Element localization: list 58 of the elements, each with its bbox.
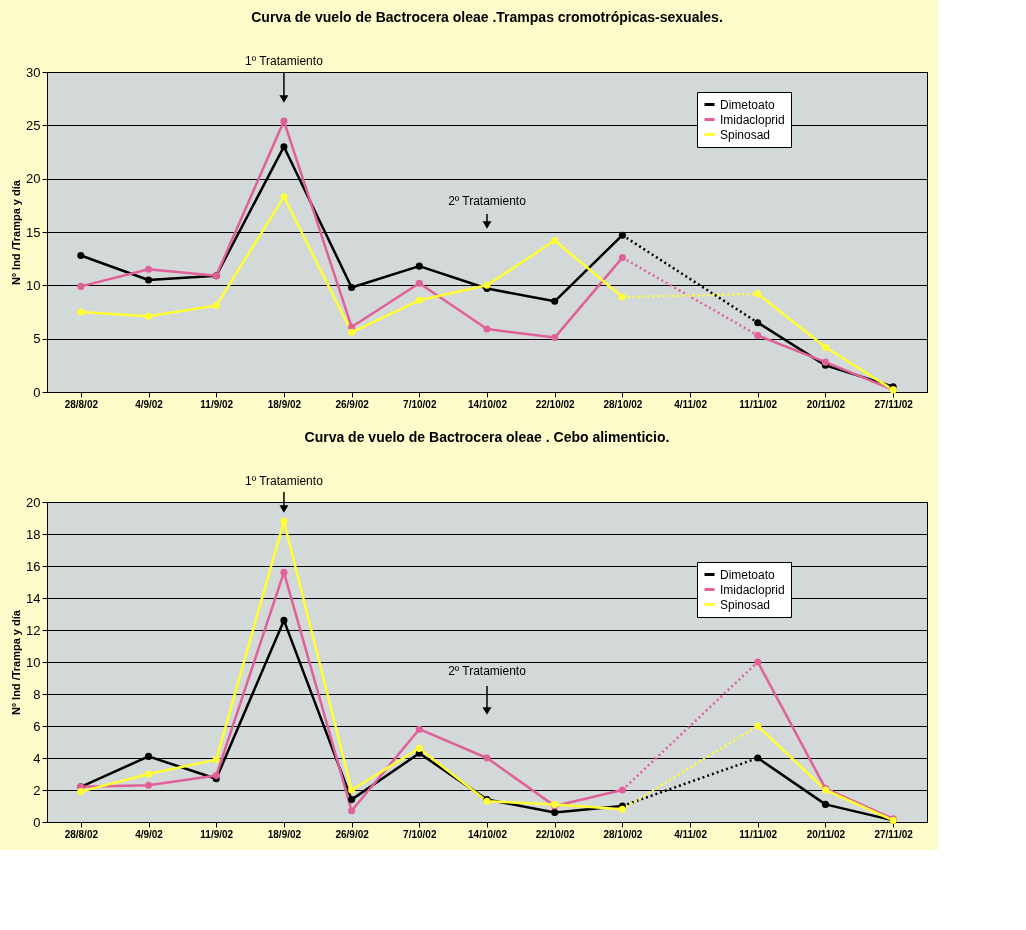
x-tick-label: 11/9/02: [200, 828, 234, 840]
y-tick-label: 8: [33, 686, 41, 702]
legend-label: Imidacloprid: [720, 582, 785, 597]
y-tick-label: 14: [26, 590, 41, 606]
annotation: 2º Tratamiento: [448, 664, 527, 678]
x-tick-label: 27/11/02: [874, 828, 914, 840]
y-tick-label: 4: [33, 750, 41, 766]
x-tick-label: 22/10/02: [535, 398, 576, 410]
x-tick-label: 14/10/02: [468, 398, 508, 410]
y-tick-label: 20: [26, 494, 41, 510]
x-tick-label: 26/9/02: [335, 398, 370, 410]
y-tick-label: 16: [26, 558, 41, 574]
legend-label: Dimetoato: [720, 567, 776, 582]
y-tick-label: 10: [26, 654, 41, 670]
y-tick-label: 18: [26, 526, 41, 542]
y-tick-label: 6: [33, 718, 41, 734]
legend-label: Spinosad: [720, 597, 771, 612]
y-tick-label: 0: [33, 814, 41, 830]
y-tick-label: 10: [26, 277, 41, 293]
x-tick-label: 11/11/02: [739, 828, 778, 840]
x-tick-label: 14/10/02: [468, 828, 508, 840]
x-tick-label: 20/11/02: [806, 828, 846, 840]
x-tick-label: 4/9/02: [135, 398, 164, 410]
x-tick-label: 18/9/02: [267, 828, 302, 840]
x-tick-label: 27/11/02: [874, 398, 914, 410]
y-tick-label: 15: [26, 224, 41, 240]
x-tick-label: 28/10/02: [603, 828, 643, 840]
x-tick-label: 11/9/02: [200, 398, 234, 410]
x-tick-label: 20/11/02: [806, 398, 846, 410]
y-tick-label: 12: [26, 622, 41, 638]
x-tick-label: 7/10/02: [403, 828, 437, 840]
legend-label: Spinosad: [720, 127, 771, 142]
y-tick-label: 30: [26, 64, 41, 80]
x-tick-label: 4/11/02: [674, 398, 708, 410]
y-tick-label: 25: [26, 117, 41, 133]
legend-label: Dimetoato: [720, 97, 776, 112]
x-tick-label: 28/8/02: [64, 398, 99, 410]
chart-title: Curva de vuelo de Bactrocera oleae . Cebo alimenticio.: [304, 429, 670, 445]
text: 1º Tratamiento: [245, 54, 324, 68]
x-tick-label: 26/9/02: [335, 828, 370, 840]
y-axis-title: Nº Ind /Trampa y día: [10, 179, 23, 285]
x-tick-label: 18/9/02: [267, 398, 302, 410]
x-tick-label: 22/10/02: [535, 828, 576, 840]
x-tick-label: 4/9/02: [135, 828, 164, 840]
y-axis-title: Nº Ind /Trampa y día: [10, 609, 23, 715]
x-tick-label: 4/11/02: [674, 828, 708, 840]
text: 1º Tratamiento: [245, 474, 324, 488]
annotation: 2º Tratamiento: [448, 194, 527, 208]
y-tick-label: 5: [33, 331, 41, 347]
x-tick-label: 7/10/02: [403, 398, 437, 410]
chart-title: Curva de vuelo de Bactrocera oleae .Trampas cromotrópicas-sexuales.: [251, 9, 723, 25]
legend-label: Imidacloprid: [720, 112, 785, 127]
x-tick-label: 28/10/02: [603, 398, 643, 410]
x-tick-label: 11/11/02: [739, 398, 778, 410]
x-tick-label: 28/8/02: [64, 828, 99, 840]
y-tick-label: 0: [33, 384, 41, 400]
y-tick-label: 2: [33, 782, 41, 798]
y-tick-label: 20: [26, 171, 41, 187]
